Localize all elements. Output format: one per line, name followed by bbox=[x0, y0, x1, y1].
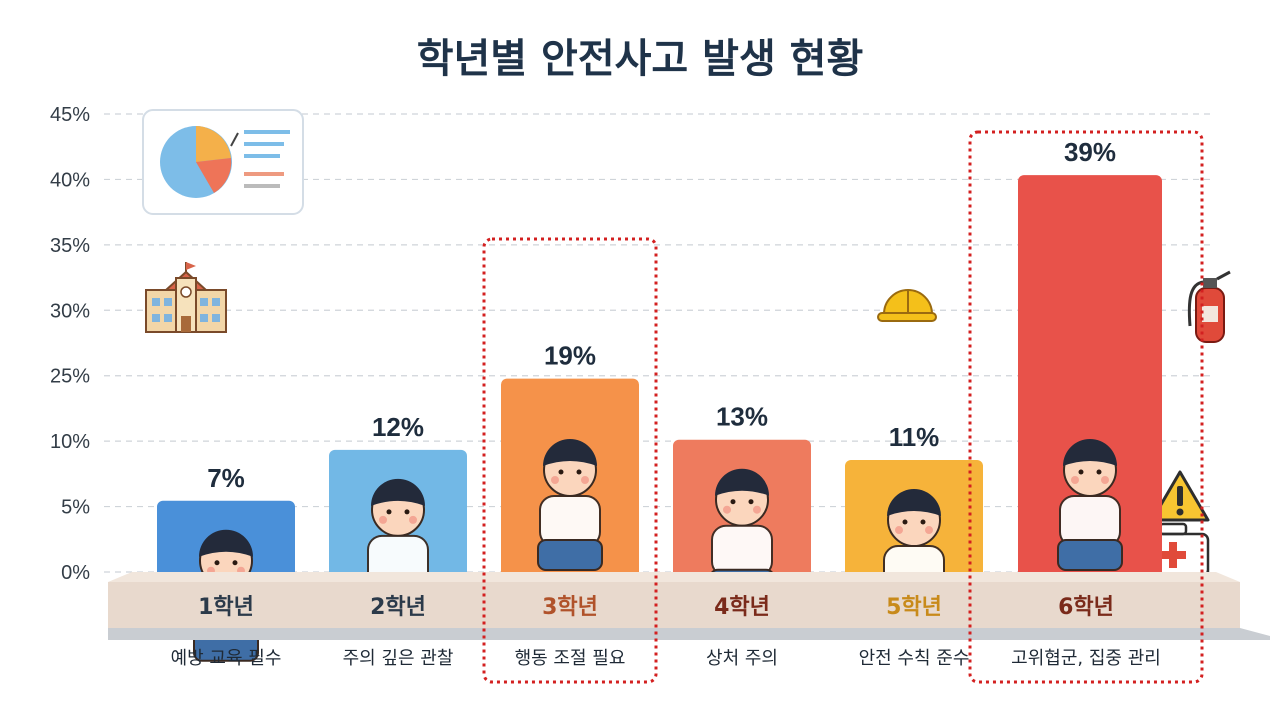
category-description: 주의 깊은 관찰 bbox=[343, 648, 454, 669]
category-labels: 1학년 2학년 3학년 4학년 5학년 6학년 bbox=[198, 595, 1114, 620]
highlight-box bbox=[482, 237, 658, 684]
hard-hat-icon bbox=[877, 289, 937, 322]
bar-value-label: 13% bbox=[716, 402, 768, 432]
pie-chart-icon bbox=[142, 109, 304, 215]
highlights bbox=[482, 130, 1204, 684]
category-label: 2학년 bbox=[370, 595, 426, 620]
y-tick-label: 30% bbox=[50, 300, 90, 322]
y-tick-label: 10% bbox=[50, 431, 90, 453]
category-description: 안전 수칙 준수 bbox=[859, 648, 970, 669]
platform bbox=[108, 572, 1270, 640]
category-label: 5학년 bbox=[886, 595, 942, 620]
y-tick-label: 25% bbox=[50, 366, 90, 388]
bar-value-label: 11% bbox=[889, 422, 940, 452]
bar-6 bbox=[1018, 175, 1162, 579]
category-description: 상처 주의 bbox=[706, 648, 778, 669]
category-description: 예방 교육 필수 bbox=[171, 648, 282, 669]
category-description: 고위협군, 집중 관리 bbox=[1011, 648, 1161, 669]
chart-title: 학년별 안전사고 발생 현황 bbox=[417, 36, 864, 82]
category-description: 행동 조절 필요 bbox=[515, 648, 626, 669]
y-tick-label: 45% bbox=[50, 104, 90, 126]
bars: 7% 12% 19% 13% 11% 39% bbox=[157, 137, 1162, 662]
y-tick-label: 40% bbox=[50, 169, 90, 191]
child-figure-icon bbox=[1057, 439, 1123, 571]
category-label: 1학년 bbox=[198, 595, 254, 620]
bar-value-label: 12% bbox=[372, 412, 424, 442]
bar-value-label: 39% bbox=[1064, 137, 1116, 167]
y-tick-label: 35% bbox=[50, 235, 90, 257]
y-tick-label: 5% bbox=[61, 497, 90, 519]
school-building-icon bbox=[145, 262, 227, 333]
warning-icon bbox=[1150, 470, 1210, 522]
y-axis: 0% 5% 10% 25% 30% 35% 40% 45% bbox=[50, 104, 90, 584]
y-tick-label: 0% bbox=[61, 562, 90, 584]
category-label: 3학년 bbox=[542, 595, 598, 620]
child-figure-icon bbox=[537, 439, 603, 571]
bar-value-label: 7% bbox=[207, 463, 245, 493]
category-label: 6학년 bbox=[1058, 595, 1114, 620]
fire-extinguisher-icon bbox=[1187, 270, 1231, 343]
bar-value-label: 19% bbox=[544, 341, 596, 371]
description-labels: 예방 교육 필수 주의 깊은 관찰 행동 조절 필요 상처 주의 안전 수칙 준수 고위협… bbox=[171, 648, 1161, 669]
category-label: 4학년 bbox=[714, 595, 770, 620]
highlight-box bbox=[968, 130, 1204, 684]
